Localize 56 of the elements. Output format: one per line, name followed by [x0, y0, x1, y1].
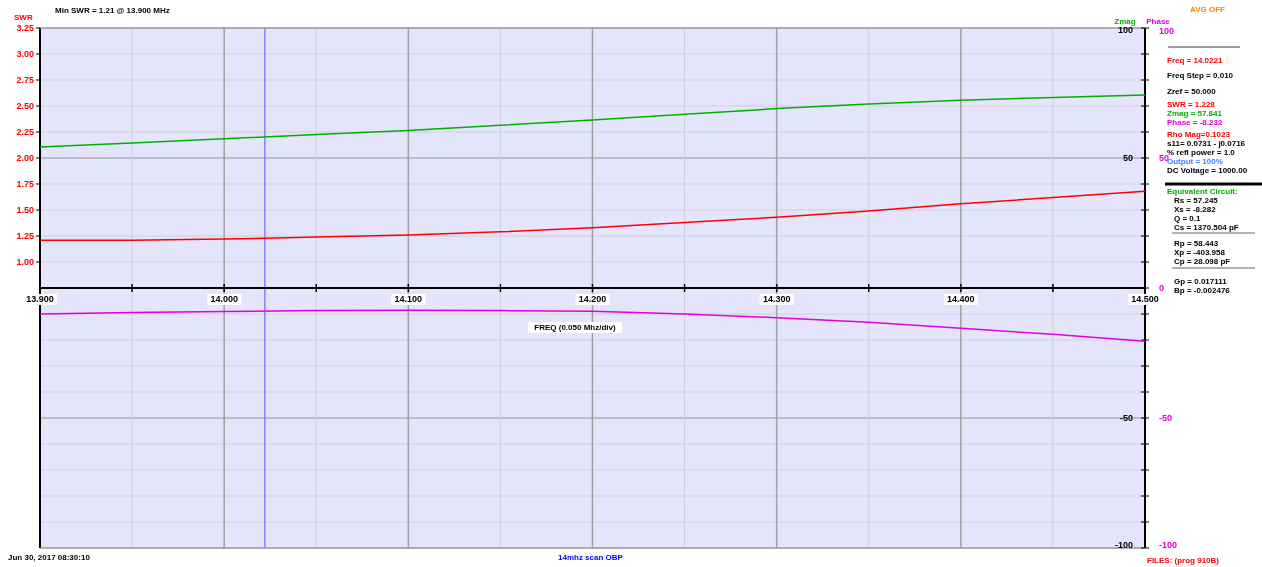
line-series — [39, 94, 1146, 148]
text: SWR = 1.228 — [1167, 100, 1216, 109]
y-tick-label: 1.25 — [16, 231, 34, 241]
chart-title: Min SWR = 1.21 @ 13.900 MHz — [55, 6, 170, 15]
text: Zmag — [1114, 17, 1136, 26]
text: Gp = 0.017111 — [1174, 277, 1228, 286]
text: Freq Step = 0.010 — [1167, 71, 1234, 80]
text: Jun 30, 2017 08:30:10 — [8, 553, 91, 562]
text: FILES: (prog 910B) — [1147, 556, 1220, 565]
x-tick-label: 14.000 — [210, 294, 238, 304]
text: Cp = 28.098 pF — [1174, 257, 1231, 266]
y-tick-label: 2.00 — [16, 153, 34, 163]
text: s11= 0.0731 - j0.0716 — [1167, 139, 1246, 148]
text: Phase — [1146, 17, 1171, 26]
text: Zref = 50.000 — [1167, 87, 1217, 96]
y-tick-label: 1.00 — [16, 257, 34, 267]
text: Zmag = 57.841 — [1167, 109, 1223, 118]
text: Cs = 1370.504 pF — [1174, 223, 1239, 232]
text: Rp = 58.443 — [1174, 239, 1219, 248]
x-axis-title: FREQ (0.050 Mhz/div) — [534, 323, 616, 332]
line-series — [39, 309, 1146, 343]
y-tick-label: 1.50 — [16, 205, 34, 215]
y2-tick-label: -100 — [1114, 540, 1133, 550]
y3-tick-label: 100 — [1159, 26, 1175, 36]
x-tick-label: 14.400 — [947, 294, 975, 304]
text: Rs = 57.245 — [1174, 196, 1219, 205]
text: Xs = -8.282 — [1174, 205, 1217, 214]
y-tick-label: 3.25 — [16, 23, 34, 33]
text: Phase = -8.232 — [1167, 118, 1223, 127]
text: Rho Mag=0.1023 — [1167, 130, 1231, 139]
x-tick-label: 14.200 — [578, 294, 607, 304]
x-tick-label: 14.500 — [1131, 294, 1159, 304]
x-tick-label: 14.300 — [762, 294, 791, 304]
text: Q = 0.1 — [1174, 214, 1202, 223]
text: Equivalent Circuit: — [1167, 187, 1238, 196]
text: Bp = -0.002476 — [1174, 286, 1231, 295]
y2-tick-label: -50 — [1119, 413, 1133, 423]
y3-tick-label: -50 — [1159, 413, 1173, 423]
y-tick-label: 2.75 — [16, 75, 34, 85]
y-tick-label: 2.50 — [16, 101, 34, 111]
y3-tick-label: -100 — [1159, 540, 1178, 550]
y-tick-label: 2.25 — [16, 127, 34, 137]
text: AVG OFF — [1190, 5, 1226, 14]
text: SWR — [14, 13, 33, 22]
text: Xp = -403.958 — [1174, 248, 1226, 257]
x-tick-label: 13.900 — [26, 294, 54, 304]
line-series — [39, 190, 1146, 241]
y2-tick-label: 100 — [1117, 25, 1133, 35]
x-tick-label: 14.100 — [394, 294, 423, 304]
y3-tick-label: 0 — [1159, 283, 1165, 293]
text: Freq = 14.0221 — [1167, 56, 1223, 65]
text: 14mhz scan OBP — [558, 553, 624, 562]
y2-tick-label: 50 — [1122, 153, 1133, 163]
y-tick-label: 3.00 — [16, 49, 34, 59]
y-tick-label: 1.75 — [16, 179, 34, 189]
text: DC Voltage = 1000.00 — [1167, 166, 1248, 175]
